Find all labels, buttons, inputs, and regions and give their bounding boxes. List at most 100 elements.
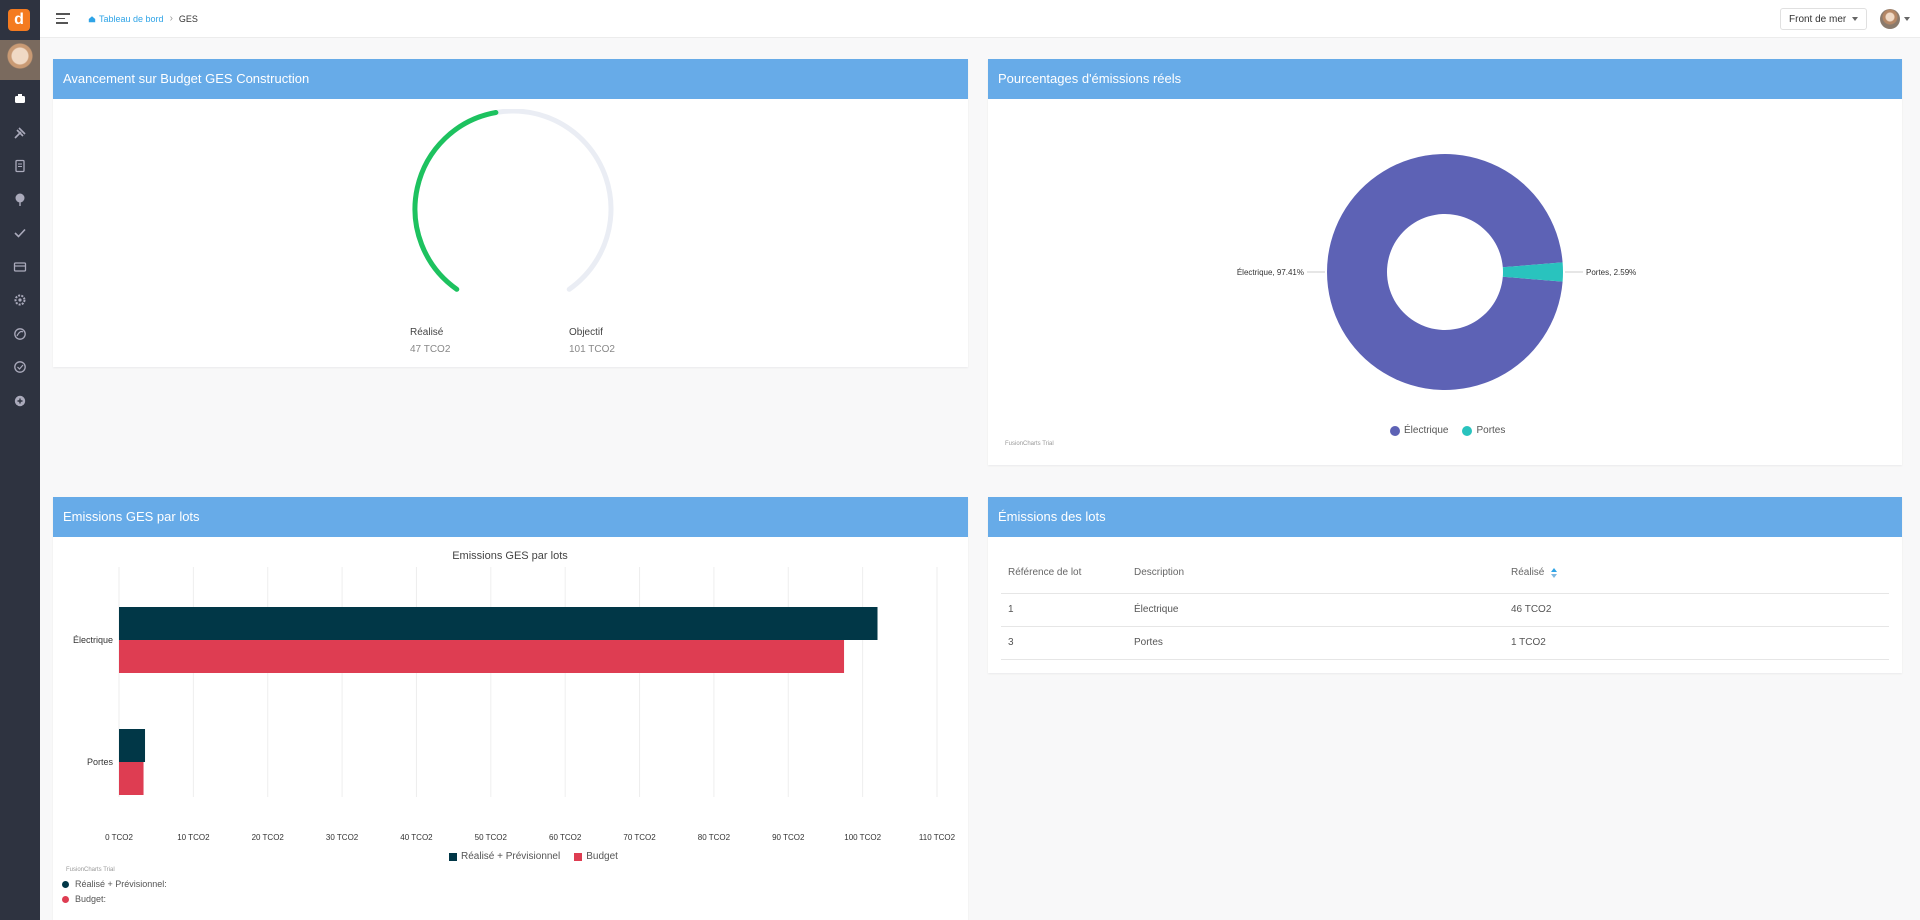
legend-label: Électrique <box>1404 425 1449 436</box>
sidebar-item-dashboard[interactable] <box>0 82 40 116</box>
x-tick-label: 0 TCO2 <box>105 833 133 842</box>
pie-slice-portes[interactable] <box>1502 262 1563 282</box>
legend-label: Portes <box>1476 425 1506 436</box>
sidebar-item-document[interactable] <box>0 149 40 183</box>
secondary-legend-item: Budget: <box>62 894 167 904</box>
realise-value: 47 TCO2 <box>410 344 451 355</box>
legend-item-portes[interactable]: Portes <box>1462 425 1505 436</box>
site-selector[interactable]: Front de mer <box>1780 8 1868 30</box>
cell-reference: 3 <box>1001 626 1134 660</box>
user-menu[interactable] <box>1880 9 1910 29</box>
legend-label: Réalisé + Prévisionnel <box>461 851 561 862</box>
bar-budget[interactable] <box>119 762 144 795</box>
legend-swatch <box>574 852 583 861</box>
legend-item-electrique[interactable]: Électrique <box>1390 425 1448 436</box>
sidebar-item-tree[interactable] <box>0 183 40 217</box>
legend-dot <box>1462 425 1473 436</box>
series-dot <box>62 880 69 888</box>
x-tick-label: 70 TCO2 <box>623 833 656 842</box>
legend-dot <box>1390 425 1400 436</box>
x-tick-label: 20 TCO2 <box>252 833 285 842</box>
cell-reference: 1 <box>1001 593 1134 627</box>
breadcrumb-home-label: Tableau de bord <box>99 13 164 24</box>
avatar <box>1880 9 1900 29</box>
legend-item-budget[interactable]: Budget <box>574 851 618 862</box>
gauge-fill <box>412 110 499 292</box>
card-icon <box>13 261 27 272</box>
bar-chart: Emissions GES par lots 0 TCO2 10 TCO2 20 TC… <box>73 550 956 842</box>
cell-description: Électrique <box>1134 593 1511 627</box>
cell-description: Portes <box>1134 626 1511 660</box>
home-icon <box>88 15 96 22</box>
realise-block: Réalisé 47 TCO2 <box>410 327 450 355</box>
table-panel-title: Émissions des lots <box>988 497 1902 537</box>
bar-realise[interactable] <box>119 729 146 762</box>
column-header-realise-label: Réalisé <box>1511 567 1545 579</box>
donut-chart: Électrique, 97.41% Portes, 2.59% <box>1237 154 1636 390</box>
gear-icon <box>14 294 26 306</box>
cell-realise: 1 TCO2 <box>1511 626 1889 660</box>
document-icon <box>15 159 25 173</box>
x-tick-label: 30 TCO2 <box>326 833 359 842</box>
legend-item-realise[interactable]: Réalisé + Prévisionnel <box>449 851 560 862</box>
gauge-panel-title: Avancement sur Budget GES Construction <box>53 59 968 99</box>
sidebar-item-card[interactable] <box>0 250 40 284</box>
category-label: Électrique <box>73 635 113 645</box>
plus-circle-icon <box>14 395 26 406</box>
top-bar: Tableau de bord › GES Front de mer <box>40 0 1920 38</box>
cell-realise: 46 TCO2 <box>1511 593 1889 627</box>
tools-icon <box>14 126 26 139</box>
realise-label: Réalisé <box>410 327 444 338</box>
x-tick-label: 80 TCO2 <box>698 833 731 842</box>
app-logo[interactable]: d <box>8 9 30 31</box>
column-header-description[interactable]: Description <box>1134 553 1511 594</box>
sort-icon[interactable] <box>1551 567 1558 578</box>
table-row[interactable]: 3 Portes 1 TCO2 <box>1001 626 1889 660</box>
bar-budget[interactable] <box>119 640 845 673</box>
pie-legend: Électrique Portes <box>1390 425 1505 436</box>
breadcrumb: Tableau de bord › GES <box>88 13 198 24</box>
x-tick-label: 60 TCO2 <box>549 833 582 842</box>
pie-trial-text: FusionCharts Trial <box>1005 441 1054 447</box>
gauge-panel: Avancement sur Budget GES Construction R… <box>53 59 968 367</box>
sidebar-item-leaf[interactable] <box>0 317 40 351</box>
menu-toggle-icon[interactable] <box>56 13 70 25</box>
objectif-block: Objectif 101 TCO2 <box>569 327 615 355</box>
x-tick-label: 100 TCO2 <box>844 833 881 842</box>
chevron-down-icon <box>1852 17 1859 21</box>
check-icon <box>14 228 26 238</box>
lots-table: Référence de lot Description Réalisé 1 É… <box>1001 553 1889 660</box>
sidebar-item-tools[interactable] <box>0 116 40 150</box>
sidebar: d <box>0 0 40 920</box>
sidebar-item-plus-circle[interactable] <box>0 384 40 418</box>
breadcrumb-separator: › <box>169 13 173 24</box>
pie-data-label: Électrique, 97.41% <box>1237 268 1304 277</box>
sidebar-item-gear[interactable] <box>0 283 40 317</box>
dashboard-icon <box>15 94 25 103</box>
sidebar-avatar[interactable] <box>0 40 40 80</box>
breadcrumb-home-link[interactable]: Tableau de bord <box>88 14 164 24</box>
bar-panel: Emissions GES par lots Emissions GES par… <box>53 497 968 920</box>
bar-legend: Réalisé + Prévisionnel Budget <box>449 851 618 862</box>
objectif-value: 101 TCO2 <box>569 344 615 355</box>
breadcrumb-current: GES <box>178 13 198 24</box>
pie-panel: Pourcentages d'émissions réels Électriqu… <box>988 59 1902 465</box>
legend-swatch <box>449 852 457 861</box>
bar-secondary-legend: Réalisé + Prévisionnel: Budget: <box>62 879 167 909</box>
sidebar-item-check[interactable] <box>0 216 40 250</box>
column-header-realise[interactable]: Réalisé <box>1511 553 1889 594</box>
sidebar-nav <box>0 82 40 417</box>
x-tick-label: 10 TCO2 <box>177 833 210 842</box>
legend-label: Budget <box>586 851 618 862</box>
tree-icon <box>15 193 25 206</box>
column-header-reference[interactable]: Référence de lot <box>1001 553 1134 594</box>
pie-data-label: Portes, 2.59% <box>1586 268 1636 277</box>
table-row[interactable]: 1 Électrique 46 TCO2 <box>1001 593 1889 627</box>
secondary-legend-label: Réalisé + Prévisionnel: <box>75 879 167 889</box>
bar-panel-title: Emissions GES par lots <box>53 497 968 537</box>
sidebar-item-leaf-check[interactable] <box>0 350 40 384</box>
pie-slice-electrique[interactable] <box>1327 154 1563 390</box>
objectif-label: Objectif <box>569 327 603 338</box>
bar-realise[interactable] <box>119 607 878 640</box>
chevron-down-icon <box>1904 17 1910 21</box>
